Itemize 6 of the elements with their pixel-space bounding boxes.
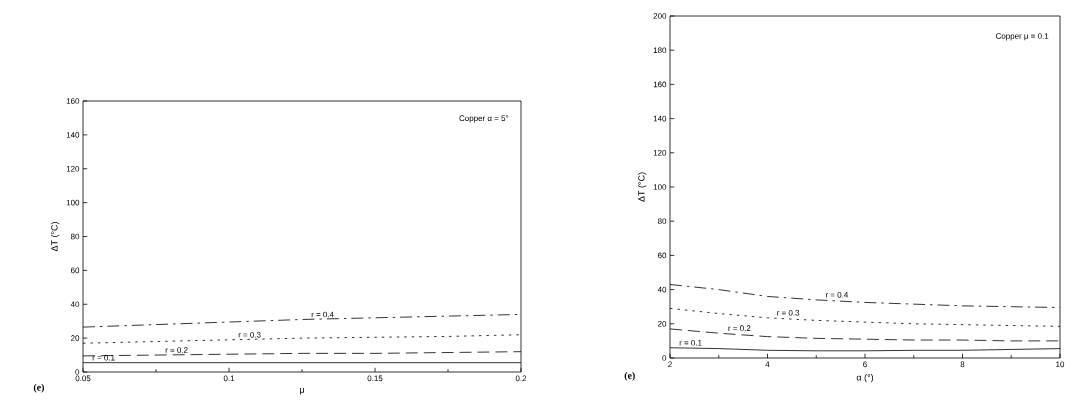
y-axis-title: ΔT (°C) — [637, 172, 647, 202]
text: (e) — [624, 371, 635, 381]
x-axis-title: α (°) — [856, 374, 874, 383]
x-axis-title: μ — [300, 388, 304, 395]
y-axis-title: ΔT (°C) — [50, 222, 60, 252]
text: (e) — [33, 383, 44, 393]
